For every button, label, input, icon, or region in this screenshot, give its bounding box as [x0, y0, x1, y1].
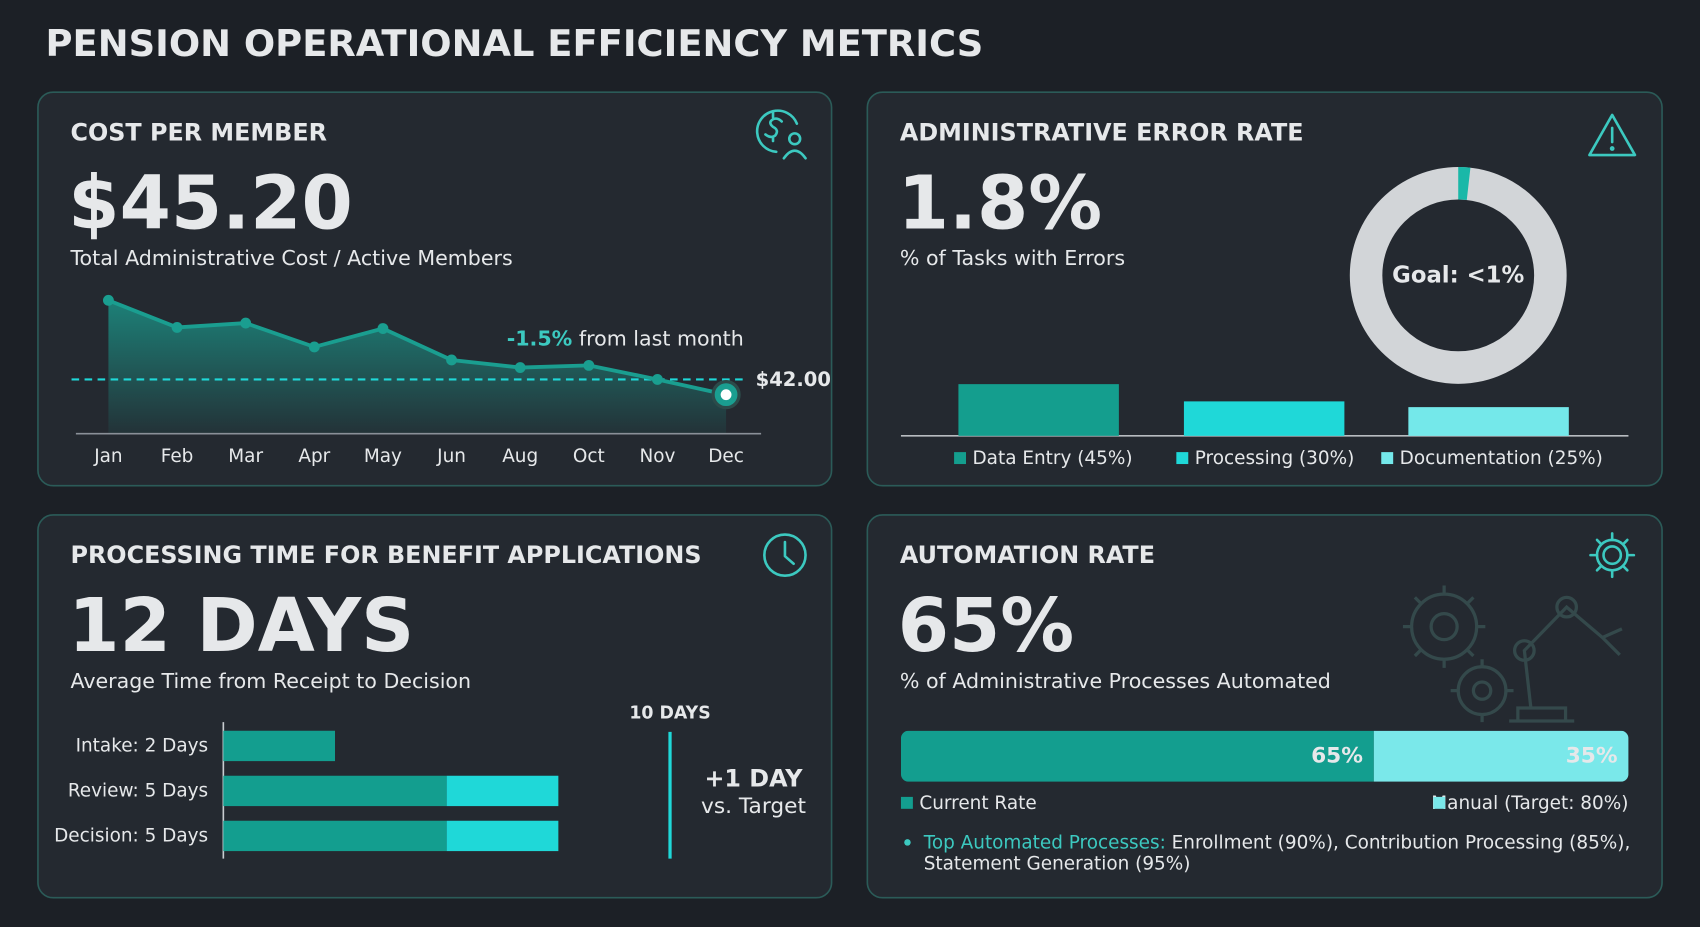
x-tick-label: Dec — [708, 446, 744, 467]
donut-label: Goal: <1% — [1392, 262, 1524, 288]
line — [107, 298, 727, 397]
x-tick-label: Oct — [573, 446, 605, 467]
point — [240, 317, 252, 329]
gear-icon — [1589, 532, 1636, 579]
bar-segment — [446, 820, 559, 852]
kpi-value: 12 DAYS — [68, 584, 414, 669]
clock-icon — [763, 533, 807, 578]
legend-swatch — [1433, 796, 1446, 809]
panel-heading: ADMINISTRATIVE ERROR RATE — [900, 118, 1304, 146]
x-tick-label: Mar — [228, 446, 263, 467]
point — [102, 294, 114, 306]
line-area — [108, 300, 727, 434]
legend-label: Current Rate — [919, 793, 1036, 814]
category-label: Intake: 2 Days — [76, 735, 209, 756]
progress-segment — [1373, 730, 1629, 782]
warning-icon — [1588, 113, 1637, 157]
x-tick-label: Jun — [436, 446, 466, 467]
legend-label: Documentation (25%) — [1400, 448, 1603, 469]
point — [446, 354, 457, 366]
legend-swatch — [954, 452, 967, 465]
automation-illustration — [1402, 585, 1623, 723]
cost-icon — [755, 109, 807, 160]
point — [583, 359, 595, 371]
panel-heading: PROCESSING TIME FOR BENEFIT APPLICATIONS — [70, 541, 701, 569]
bar — [1408, 407, 1569, 436]
bar — [1183, 401, 1345, 436]
legend-label: Data Entry (45%) — [973, 448, 1133, 469]
variance-note: vs. Target — [701, 794, 806, 819]
kpi-subtitle: Average Time from Receipt to Decision — [70, 669, 471, 693]
x-tick-label: Nov — [639, 446, 675, 467]
segment-label: 35% — [1566, 744, 1618, 769]
panel — [866, 514, 1663, 899]
page-title: PENSION OPERATIONAL EFFICIENCY METRICS — [46, 22, 984, 65]
change-text: from last month — [579, 326, 744, 350]
point — [171, 322, 183, 333]
variance: +1 DAY — [704, 764, 803, 792]
kpi-subtitle: % of Administrative Processes Automated — [900, 669, 1331, 693]
note-text: Enrollment (90%), Contribution Processin… — [1172, 832, 1631, 853]
target-label: 10 DAYS — [629, 703, 710, 723]
change-note: -1.5% from last month — [507, 326, 744, 350]
category-label: Decision: 5 Days — [54, 825, 208, 846]
note-line: Statement Generation (95%) — [924, 854, 1191, 875]
progress-bar — [900, 730, 1629, 782]
bar-segment — [223, 775, 447, 807]
bullet — [904, 839, 911, 846]
legend-label: Processing (30%) — [1195, 448, 1355, 469]
bar-segment — [446, 775, 559, 807]
x-tick-label: May — [364, 446, 402, 467]
legend-swatch — [900, 796, 913, 809]
x-tick-label: Apr — [298, 446, 330, 467]
x-tick-label: Aug — [502, 446, 538, 467]
kpi-value: 1.8% — [898, 161, 1102, 246]
x-tick-label: Jan — [93, 446, 122, 467]
point-dot — [720, 389, 732, 401]
note-line: Top Automated Processes: Enrollment (90%… — [923, 832, 1631, 853]
point — [377, 323, 389, 334]
donut-slice — [1349, 166, 1567, 384]
kpi-value: 65% — [898, 584, 1074, 669]
panel-heading: COST PER MEMBER — [70, 118, 327, 146]
point — [514, 362, 526, 373]
legend-swatch — [1176, 452, 1189, 465]
x-tick-label: Feb — [161, 446, 194, 467]
panel-heading: AUTOMATION RATE — [900, 541, 1155, 569]
category-label: Review: 5 Days — [68, 780, 208, 801]
bar-segment — [223, 820, 447, 852]
change-value: -1.5% — [507, 326, 573, 350]
bar-segment — [223, 730, 336, 762]
point — [652, 374, 663, 385]
segment-label: 65% — [1311, 744, 1363, 769]
legend-swatch — [1381, 452, 1394, 465]
kpi-subtitle: Total Administrative Cost / Active Membe… — [69, 246, 512, 270]
point — [308, 341, 320, 353]
bar — [958, 384, 1119, 436]
target-label: $42.00 — [756, 368, 831, 391]
kpi-value: $45.20 — [68, 161, 352, 246]
kpi-subtitle: % of Tasks with Errors — [900, 246, 1125, 270]
legend-label: Manual (Target: 80%) — [1431, 793, 1628, 814]
note-label: Top Automated Processes: — [923, 832, 1166, 853]
progress-segment — [900, 730, 1374, 782]
